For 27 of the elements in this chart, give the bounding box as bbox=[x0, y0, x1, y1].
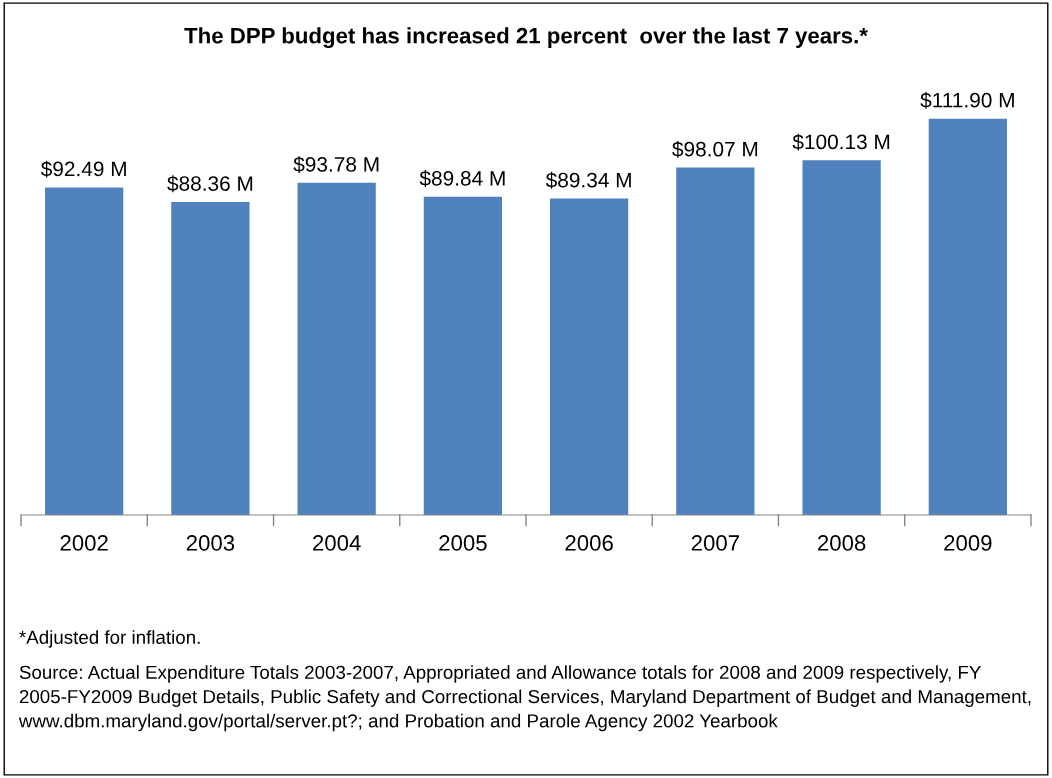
source-note: Source: Actual Expenditure Totals 2003-2007, Appropriated and Allowance totals for 2008 and 2009 respectively, FY 2005-FY2009 Budget Details, Public Safety and Correctional Services, Maryland Department of Budget and Management, www.dbm.maryland.gov/portal/server.pt?; and Probation and Parole Agency 2002 Yearbook bbox=[18, 665, 1031, 732]
x-tick-label: 2008 bbox=[818, 535, 866, 551]
data-label: $89.34 M bbox=[545, 171, 631, 189]
data-label: $98.07 M bbox=[672, 140, 758, 158]
bar bbox=[45, 187, 124, 516]
x-tick-label: 2006 bbox=[565, 535, 613, 551]
data-label: $88.36 M bbox=[167, 175, 253, 193]
bar bbox=[802, 160, 881, 516]
text: *Adjusted for inflation. bbox=[19, 630, 200, 648]
data-label: $111.90 M bbox=[920, 91, 1014, 109]
data-label: $93.78 M bbox=[293, 156, 379, 173]
bar bbox=[549, 198, 629, 516]
data-label: $100.13 M bbox=[792, 133, 890, 151]
x-tick-label: 2003 bbox=[186, 535, 235, 551]
bar bbox=[676, 167, 755, 516]
x-tick-label: 2009 bbox=[944, 535, 992, 551]
bar bbox=[297, 182, 376, 516]
bar bbox=[171, 202, 250, 516]
x-tick-label: 2004 bbox=[313, 535, 361, 551]
bar bbox=[928, 118, 1007, 516]
x-tick-label: 2002 bbox=[60, 535, 108, 551]
data-label: $89.84 M bbox=[419, 170, 505, 187]
bar bbox=[423, 196, 503, 516]
x-tick-label: 2007 bbox=[691, 535, 739, 551]
data-label: $92.49 M bbox=[40, 160, 126, 178]
chart-title: The DPP budget has increased 21 percent over the last 7 years.* bbox=[184, 27, 868, 49]
x-tick-label: 2005 bbox=[439, 535, 487, 551]
